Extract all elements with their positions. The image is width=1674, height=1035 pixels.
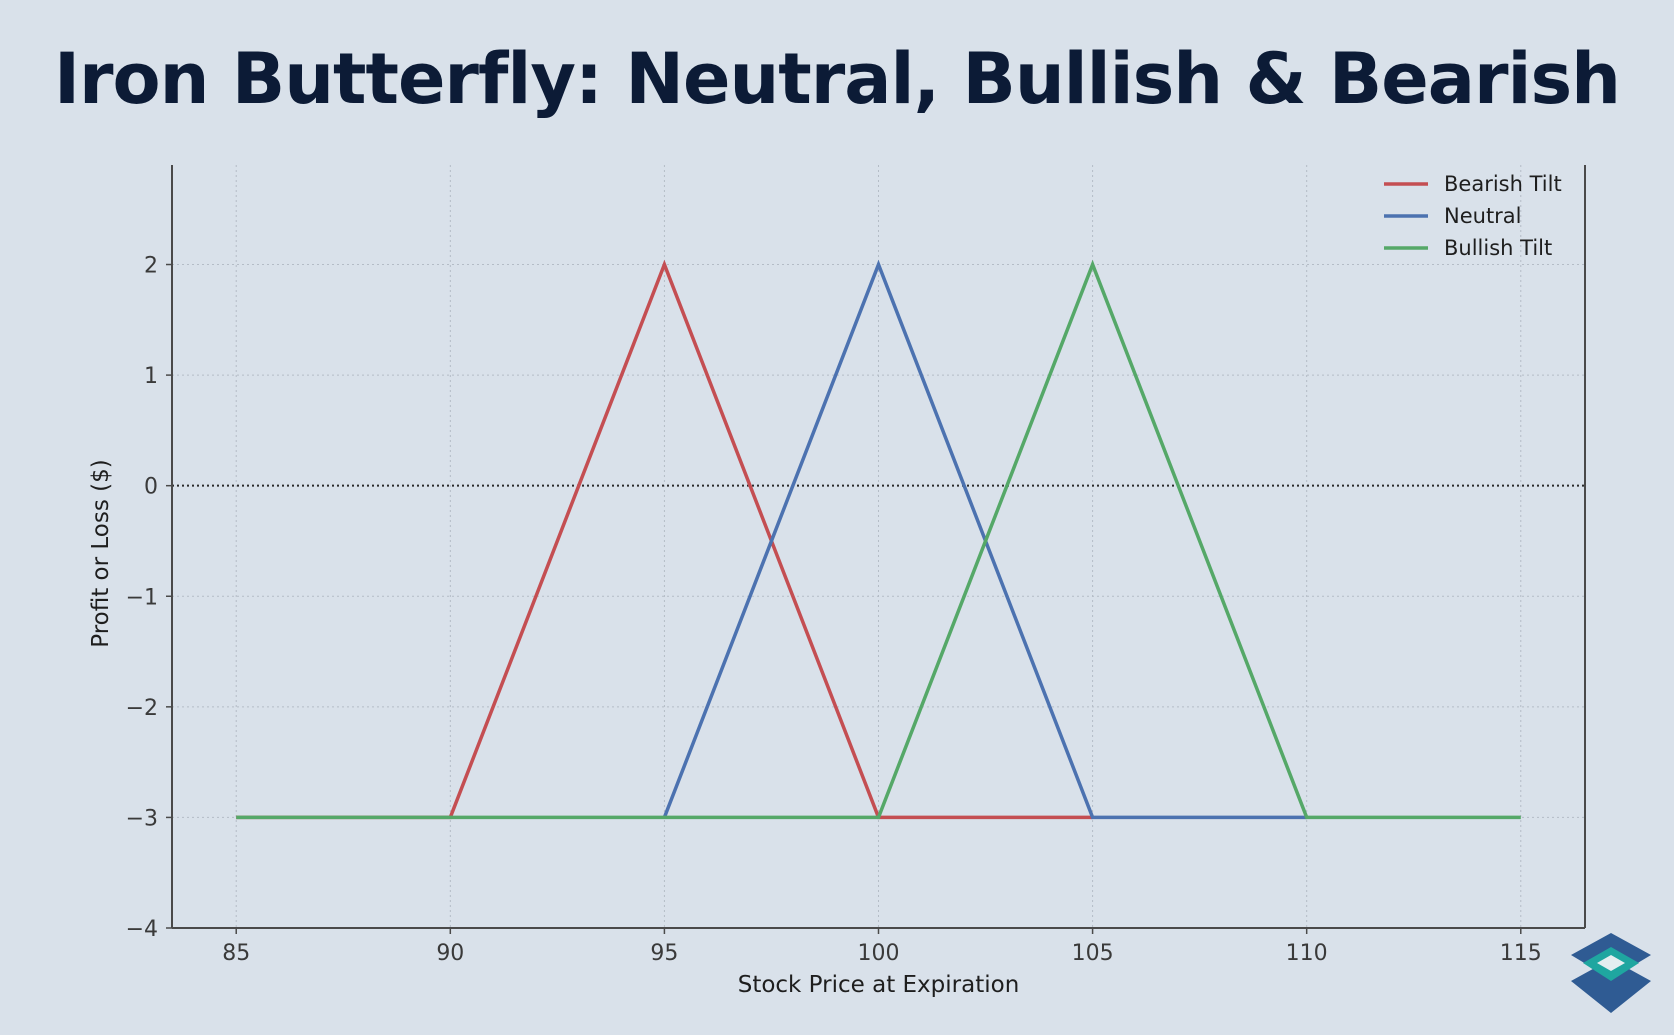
y-tick-label-5: 1 <box>144 364 158 389</box>
chart-title: Iron Butterfly: Neutral, Bullish & Beari… <box>53 38 1621 120</box>
y-tick-label-0: −4 <box>126 917 158 942</box>
x-tick-label-90: 90 <box>436 941 464 966</box>
x-tick-label-105: 105 <box>1072 941 1114 966</box>
y-tick-label-1: −3 <box>126 806 158 831</box>
tick-labels: 85 90 95 100 105 110 115 −4 −3 −2 −1 0 1 2 <box>126 254 1542 966</box>
y-tick-label-2: −2 <box>126 696 158 721</box>
x-tick-label-110: 110 <box>1286 941 1328 966</box>
legend-label-bearish-tilt: Bearish Tilt <box>1444 172 1562 196</box>
legend: Bearish Tilt Neutral Bullish Tilt <box>1384 172 1562 260</box>
series-line-bullish-tilt <box>236 259 1521 820</box>
legend-label-bullish-tilt: Bullish Tilt <box>1444 236 1552 260</box>
y-tick-label-4: 0 <box>144 475 158 500</box>
x-axis-label: Stock Price at Expiration <box>738 972 1020 998</box>
y-tick-label-6: 2 <box>144 254 158 279</box>
x-tick-label-95: 95 <box>650 941 678 966</box>
legend-label-neutral: Neutral <box>1444 204 1522 228</box>
x-tick-label-100: 100 <box>858 941 900 966</box>
x-tick-label-115: 115 <box>1500 941 1542 966</box>
layered-diamond-logo-icon <box>1571 933 1651 1013</box>
series-lines <box>236 259 1521 820</box>
y-axis-label: Profit or Loss ($) <box>88 459 114 647</box>
x-tick-label-85: 85 <box>222 941 250 966</box>
y-tick-label-3: −1 <box>126 585 158 610</box>
